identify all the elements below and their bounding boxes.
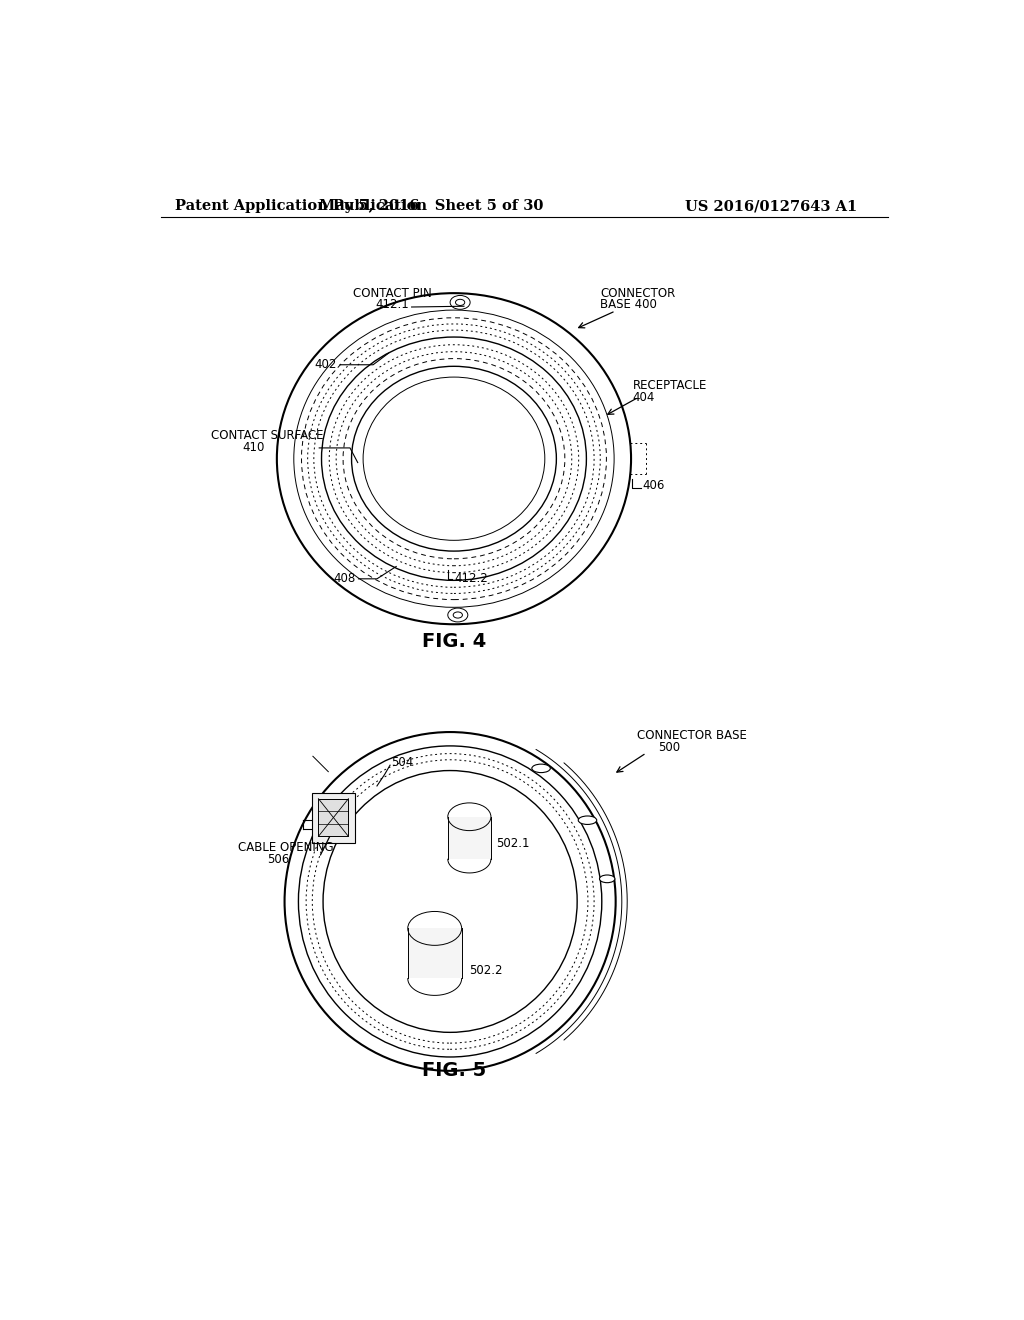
Text: CONNECTOR: CONNECTOR bbox=[600, 286, 676, 300]
Bar bbox=[408, 928, 462, 978]
Text: CONTACT SURFACE: CONTACT SURFACE bbox=[211, 429, 324, 442]
Text: CONTACT PIN: CONTACT PIN bbox=[353, 286, 432, 300]
Text: 408: 408 bbox=[333, 573, 355, 585]
Text: 500: 500 bbox=[658, 741, 680, 754]
Text: 502.2: 502.2 bbox=[469, 964, 503, 977]
Text: RECEPTACLE: RECEPTACLE bbox=[633, 379, 707, 392]
Text: 412.2: 412.2 bbox=[454, 573, 487, 585]
Text: 502.1: 502.1 bbox=[497, 837, 529, 850]
Text: 406: 406 bbox=[643, 479, 665, 492]
Ellipse shape bbox=[599, 875, 614, 883]
Text: May 5, 2016   Sheet 5 of 30: May 5, 2016 Sheet 5 of 30 bbox=[318, 199, 543, 213]
Bar bbox=[447, 817, 490, 859]
Text: CONNECTOR BASE: CONNECTOR BASE bbox=[637, 730, 748, 742]
Text: 404: 404 bbox=[633, 391, 655, 404]
Ellipse shape bbox=[579, 816, 597, 825]
Text: FIG. 5: FIG. 5 bbox=[422, 1061, 486, 1080]
Text: 402: 402 bbox=[314, 358, 337, 371]
Text: Patent Application Publication: Patent Application Publication bbox=[175, 199, 427, 213]
Text: 410: 410 bbox=[243, 441, 264, 454]
Text: FIG. 4: FIG. 4 bbox=[422, 632, 486, 652]
Text: CABLE OPENING: CABLE OPENING bbox=[239, 841, 334, 854]
Ellipse shape bbox=[531, 764, 550, 772]
Text: 504: 504 bbox=[391, 756, 413, 770]
Text: 412.1: 412.1 bbox=[376, 298, 410, 312]
FancyBboxPatch shape bbox=[312, 792, 354, 842]
Text: BASE 400: BASE 400 bbox=[600, 298, 657, 312]
FancyBboxPatch shape bbox=[318, 799, 348, 837]
Text: 506: 506 bbox=[267, 853, 290, 866]
Text: US 2016/0127643 A1: US 2016/0127643 A1 bbox=[685, 199, 857, 213]
